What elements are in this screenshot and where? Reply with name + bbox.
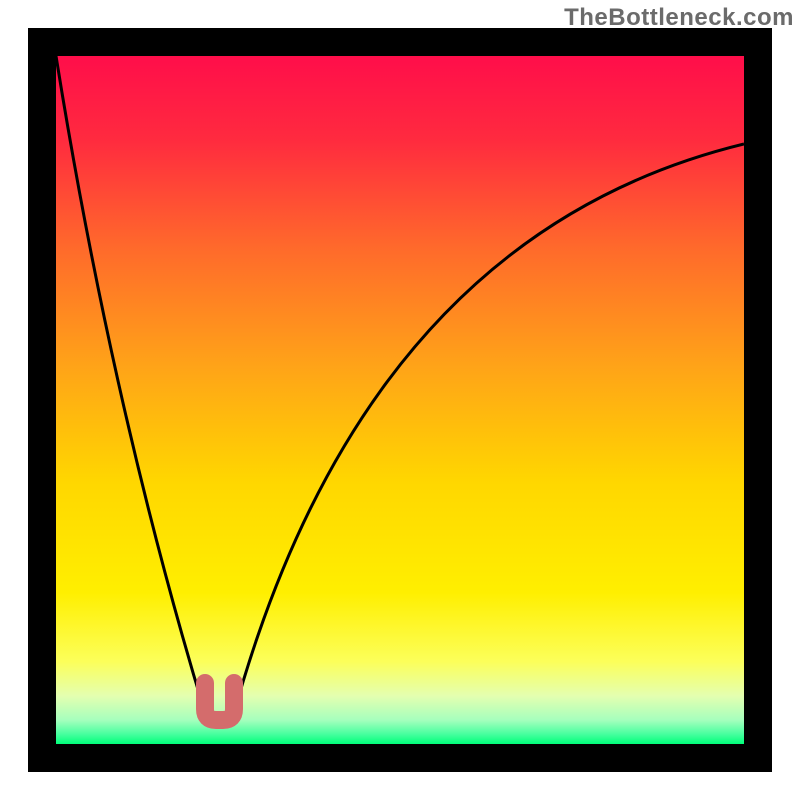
chart-plot-area <box>56 56 744 744</box>
watermark-text: TheBottleneck.com <box>564 4 794 32</box>
chart-root: TheBottleneck.com <box>0 0 800 800</box>
chart-background-gradient <box>56 56 744 744</box>
